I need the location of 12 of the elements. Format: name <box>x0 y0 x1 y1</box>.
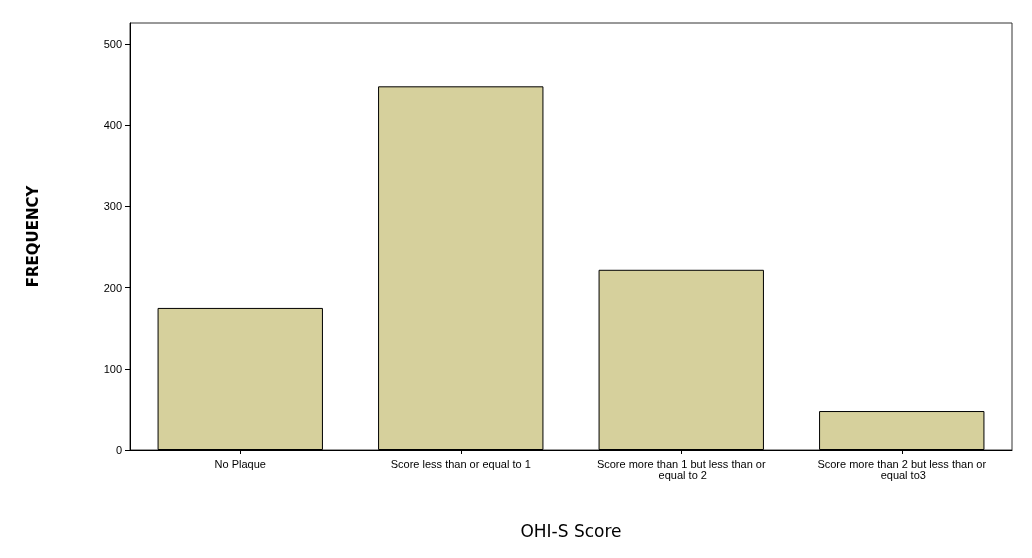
y-tick-label: 100 <box>103 362 122 375</box>
y-tick-label: 400 <box>103 119 122 132</box>
x-tick-label: Score more than 1 but less than or equal to 2 <box>596 457 766 481</box>
y-tick-label: 300 <box>103 200 122 213</box>
x-tick-label: No Plaque <box>214 457 266 470</box>
x-axis-title: OHI-S Score <box>520 520 622 541</box>
x-tick-label: Score less than or equal to 1 <box>390 457 531 470</box>
x-tick-label: Score more than 2 but less than or equal to3 <box>817 457 987 481</box>
y-tick-label: 500 <box>103 38 122 51</box>
y-axis-title: FREQUENCY <box>23 184 42 288</box>
y-tick-label: 0 <box>115 444 122 456</box>
y-tick-label: 200 <box>103 281 122 294</box>
